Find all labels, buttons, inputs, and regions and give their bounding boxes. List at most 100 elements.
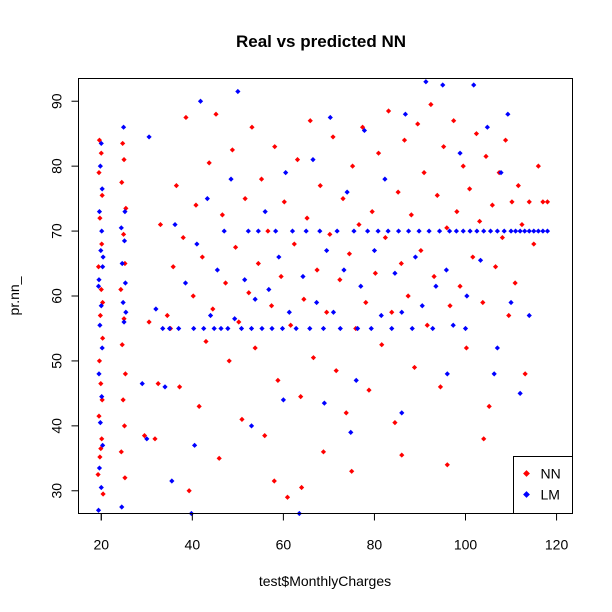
point-lm-35 — [166, 325, 173, 332]
point-nn-130 — [460, 163, 466, 169]
point-lm-84 — [341, 267, 347, 273]
point-nn-72 — [272, 144, 278, 150]
point-lm-106 — [416, 228, 422, 234]
point-lm-14 — [96, 208, 103, 215]
point-nn-147 — [515, 183, 521, 189]
point-lm-78 — [320, 325, 327, 332]
legend-box — [513, 456, 573, 514]
point-nn-70 — [265, 228, 271, 234]
y-tick-label: 60 — [49, 288, 65, 304]
point-lm-58 — [252, 296, 258, 302]
point-nn-41 — [170, 264, 176, 270]
point-nn-149 — [522, 371, 528, 377]
point-lm-135 — [517, 228, 523, 234]
point-nn-131 — [463, 345, 470, 351]
point-nn-160 — [271, 478, 277, 484]
point-lm-18 — [96, 277, 102, 283]
point-nn-66 — [252, 345, 258, 351]
point-lm-136 — [522, 228, 528, 234]
point-nn-124 — [441, 144, 447, 150]
point-lm-69 — [289, 228, 296, 234]
point-nn-137 — [483, 153, 489, 160]
point-nn-82 — [304, 215, 310, 221]
point-lm-88 — [354, 325, 361, 332]
point-lm-138 — [531, 228, 537, 234]
point-lm-38 — [182, 280, 189, 286]
point-lm-134 — [512, 228, 519, 234]
point-lm-54 — [238, 325, 245, 332]
point-nn-140 — [492, 264, 499, 270]
point-lm-2 — [96, 465, 103, 471]
point-lm-118 — [457, 150, 463, 156]
point-lm-22 — [120, 299, 126, 306]
point-lm-148 — [248, 423, 255, 429]
point-nn-152 — [535, 163, 541, 169]
point-lm-43 — [201, 325, 207, 332]
point-nn-142 — [499, 234, 505, 241]
point-nn-116 — [415, 121, 421, 127]
point-nn-76 — [284, 494, 291, 500]
point-lm-5 — [99, 394, 105, 400]
point-nn-46 — [186, 488, 192, 494]
point-nn-93 — [340, 196, 346, 202]
point-lm-111 — [433, 283, 439, 289]
point-lm-123 — [474, 228, 480, 234]
point-lm-23 — [122, 280, 128, 286]
point-nn-6 — [96, 358, 103, 364]
point-nn-100 — [363, 299, 369, 306]
point-nn-119 — [424, 322, 430, 328]
point-lm-129 — [494, 228, 500, 234]
point-nn-39 — [164, 312, 170, 319]
point-lm-151 — [144, 436, 150, 442]
point-nn-48 — [193, 202, 199, 208]
point-lm-94 — [375, 228, 381, 234]
legend-marker-nn — [523, 470, 530, 477]
point-nn-58 — [226, 358, 232, 364]
point-lm-91 — [365, 228, 371, 234]
point-lm-11 — [100, 264, 106, 270]
point-nn-18 — [98, 445, 104, 452]
x-tick-label: 120 — [545, 537, 569, 553]
point-lm-10 — [95, 283, 102, 289]
point-lm-113 — [440, 82, 446, 88]
point-nn-15 — [98, 150, 104, 156]
point-lm-63 — [269, 325, 275, 332]
point-nn-53 — [210, 306, 216, 312]
point-nn-105 — [379, 342, 385, 348]
point-lm-116 — [450, 322, 456, 328]
point-nn-146 — [512, 280, 518, 286]
chart-title: Real vs predicted NN — [236, 32, 406, 51]
x-tick-label: 100 — [454, 537, 478, 553]
point-lm-105 — [412, 254, 419, 260]
series-nn — [95, 101, 551, 500]
point-nn-148 — [519, 221, 525, 228]
point-lm-66 — [279, 325, 286, 332]
point-lm-146 — [321, 400, 327, 406]
point-lm-57 — [248, 325, 255, 332]
point-lm-144 — [399, 410, 405, 416]
point-nn-67 — [255, 260, 261, 267]
point-nn-111 — [398, 260, 404, 267]
point-nn-54 — [213, 111, 219, 117]
point-lm-124 — [477, 257, 484, 263]
point-nn-78 — [291, 241, 297, 247]
point-nn-0 — [95, 471, 101, 478]
point-nn-145 — [509, 199, 515, 205]
point-nn-107 — [385, 108, 392, 114]
point-lm-131 — [501, 228, 507, 234]
point-nn-91 — [333, 368, 339, 374]
point-nn-89 — [327, 231, 333, 237]
point-nn-118 — [421, 170, 427, 176]
point-nn-110 — [395, 189, 401, 195]
point-nn-150 — [526, 199, 532, 205]
point-nn-59 — [229, 147, 235, 153]
point-lm-119 — [460, 228, 466, 234]
point-lm-26 — [118, 225, 124, 231]
point-lm-3 — [100, 442, 106, 448]
x-tick-label: 80 — [367, 537, 383, 553]
point-lm-16 — [97, 163, 103, 169]
point-nn-62 — [239, 416, 245, 422]
point-lm-32 — [153, 306, 159, 312]
point-nn-42 — [173, 183, 179, 189]
